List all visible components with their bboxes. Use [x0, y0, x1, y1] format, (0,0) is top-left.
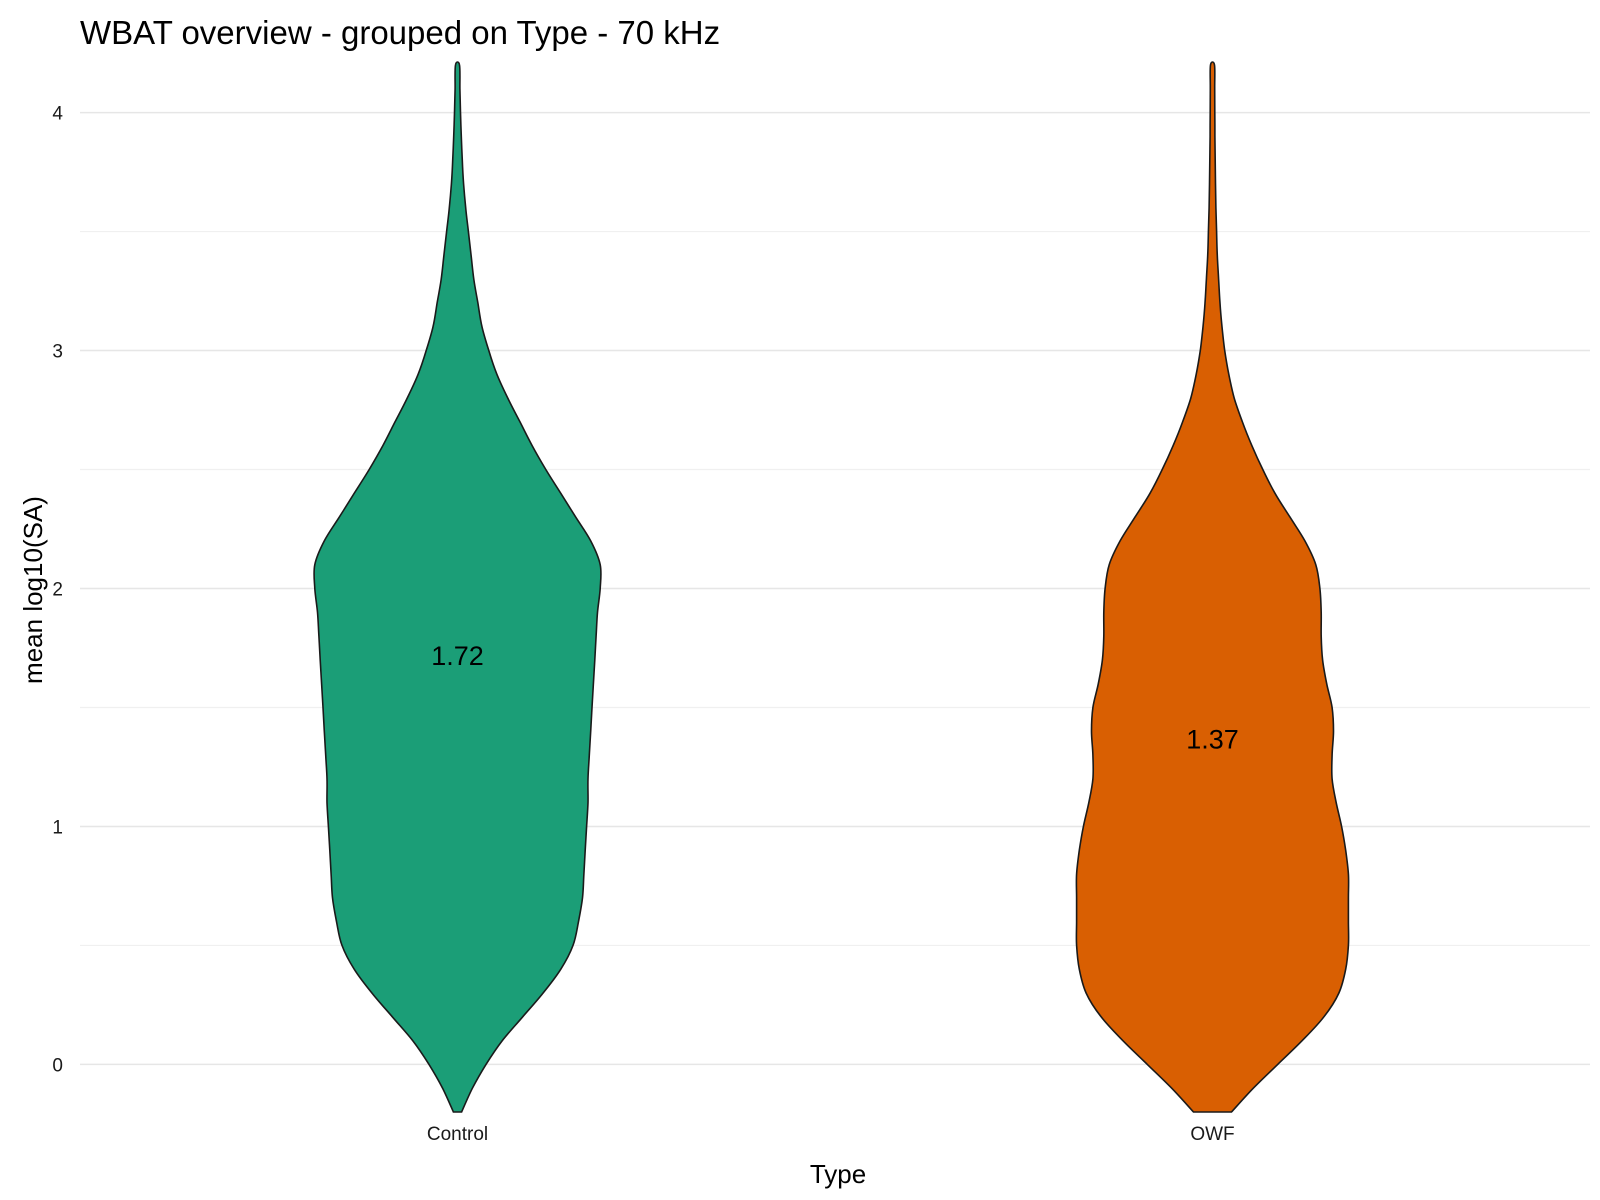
y-tick-label: 4: [52, 104, 63, 125]
x-axis-ticks: Control OWF: [427, 1124, 1235, 1145]
y-axis-ticks: 0 1 2 3 4: [52, 104, 63, 1077]
mean-labels: 1.72 1.37: [431, 641, 1239, 754]
violin-control: [313, 61, 602, 1113]
mean-label-control: 1.72: [431, 641, 484, 671]
grid: [80, 111, 1590, 1066]
x-axis-title: Type: [810, 1159, 866, 1189]
y-tick-label: 2: [52, 580, 63, 601]
y-tick-label: 1: [52, 817, 63, 838]
x-tick-label: OWF: [1190, 1124, 1234, 1145]
y-axis-title: mean log10(SA): [18, 496, 48, 684]
mean-label-owf: 1.37: [1186, 724, 1239, 754]
y-tick-label: 3: [52, 342, 63, 363]
violin-owf: [1075, 61, 1350, 1113]
chart-title: WBAT overview - grouped on Type - 70 kHz: [80, 14, 720, 51]
x-tick-label: Control: [427, 1124, 488, 1145]
violins: [313, 61, 1350, 1113]
y-tick-label: 0: [52, 1055, 63, 1076]
